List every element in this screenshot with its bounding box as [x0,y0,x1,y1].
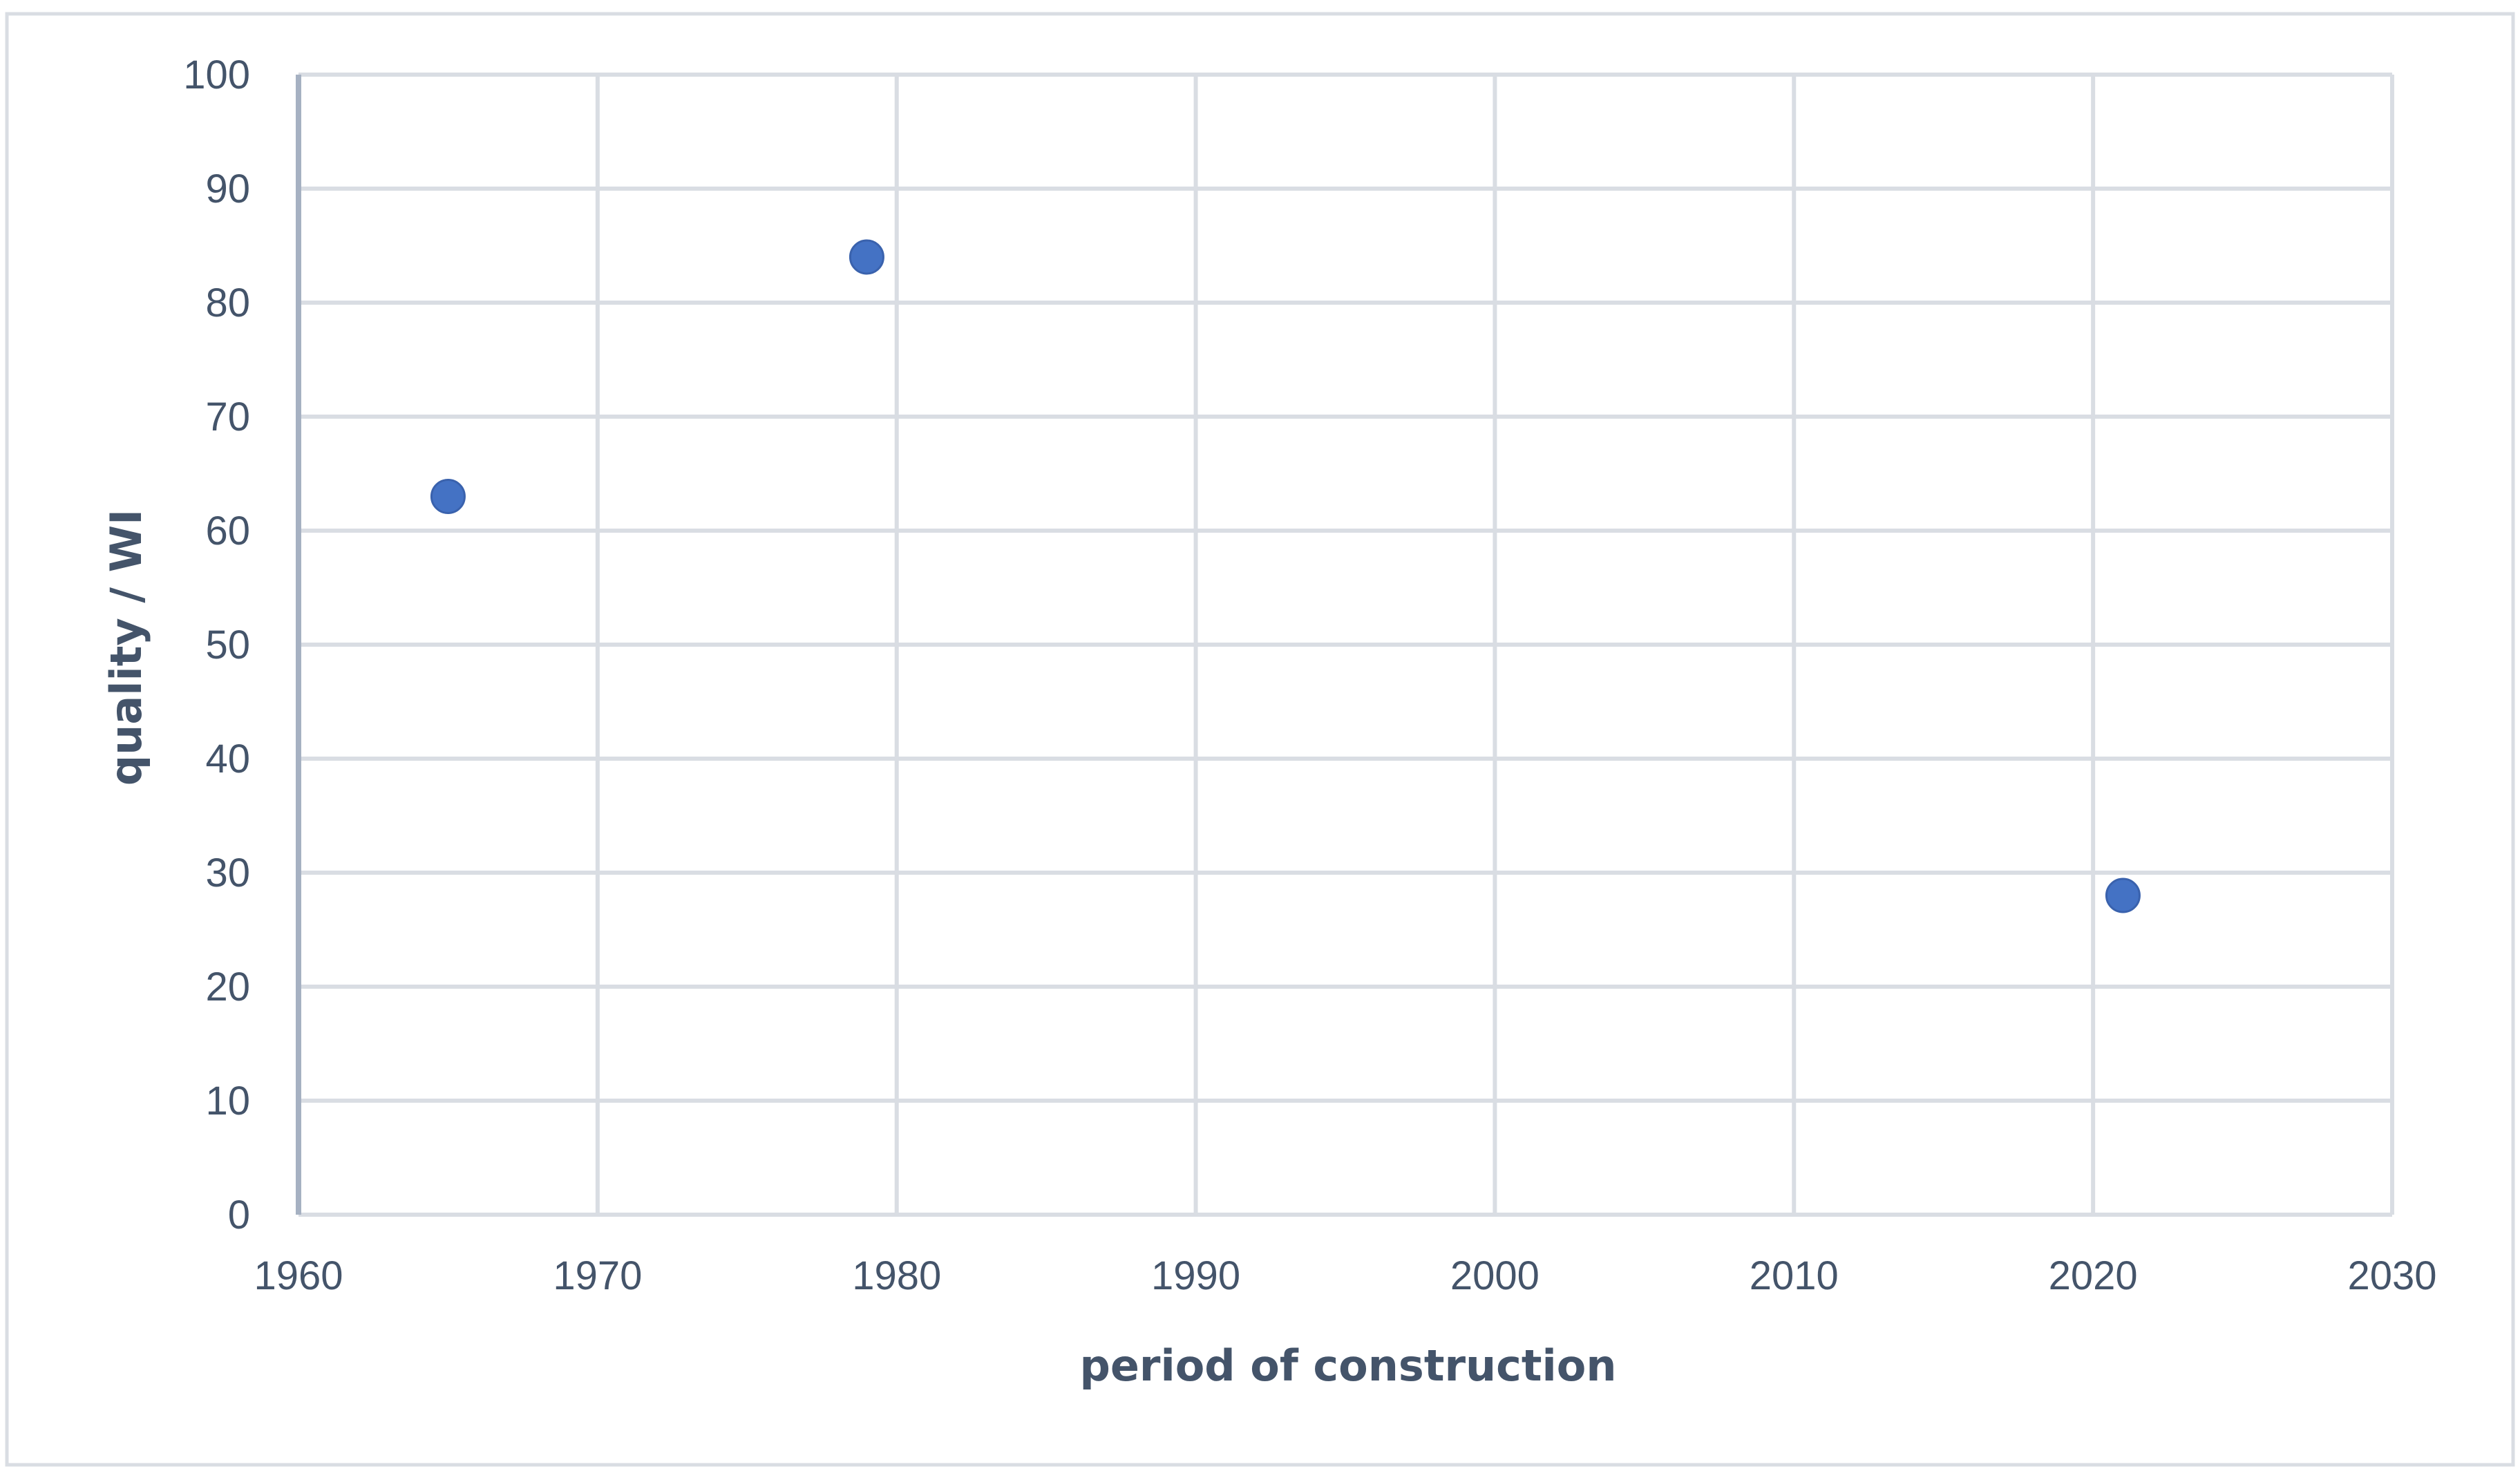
y-tick-label: 60 [205,509,250,553]
y-tick-label: 40 [205,737,250,781]
y-tick-label: 80 [205,281,250,325]
y-axis-title: quality / WI [101,509,151,786]
x-tick-label: 1970 [553,1253,642,1298]
y-tick-label: 20 [205,965,250,1009]
x-tick-label: 1980 [852,1253,941,1298]
y-tick-label: 10 [205,1079,250,1123]
x-tick-label: 2020 [2049,1253,2138,1298]
x-tick-label: 2010 [1750,1253,1839,1298]
data-point [2105,877,2141,913]
y-tick-label: 70 [205,395,250,439]
y-tick-label: 90 [205,167,250,211]
y-tick-label: 0 [228,1193,250,1237]
x-tick-label: 2000 [1450,1253,1540,1298]
x-tick-label: 1960 [254,1253,343,1298]
chart-border [5,12,2515,1467]
y-tick-label: 50 [205,623,250,667]
x-axis-title: period of construction [1079,1340,1616,1391]
y-tick-label: 30 [205,851,250,895]
gridlines [296,73,2394,1217]
x-tick-label: 1990 [1151,1253,1240,1298]
data-point [849,239,884,275]
x-tick-label: 2030 [2347,1253,2436,1298]
data-point [430,479,466,514]
data-points [430,239,2141,913]
y-tick-label: 100 [183,53,250,97]
